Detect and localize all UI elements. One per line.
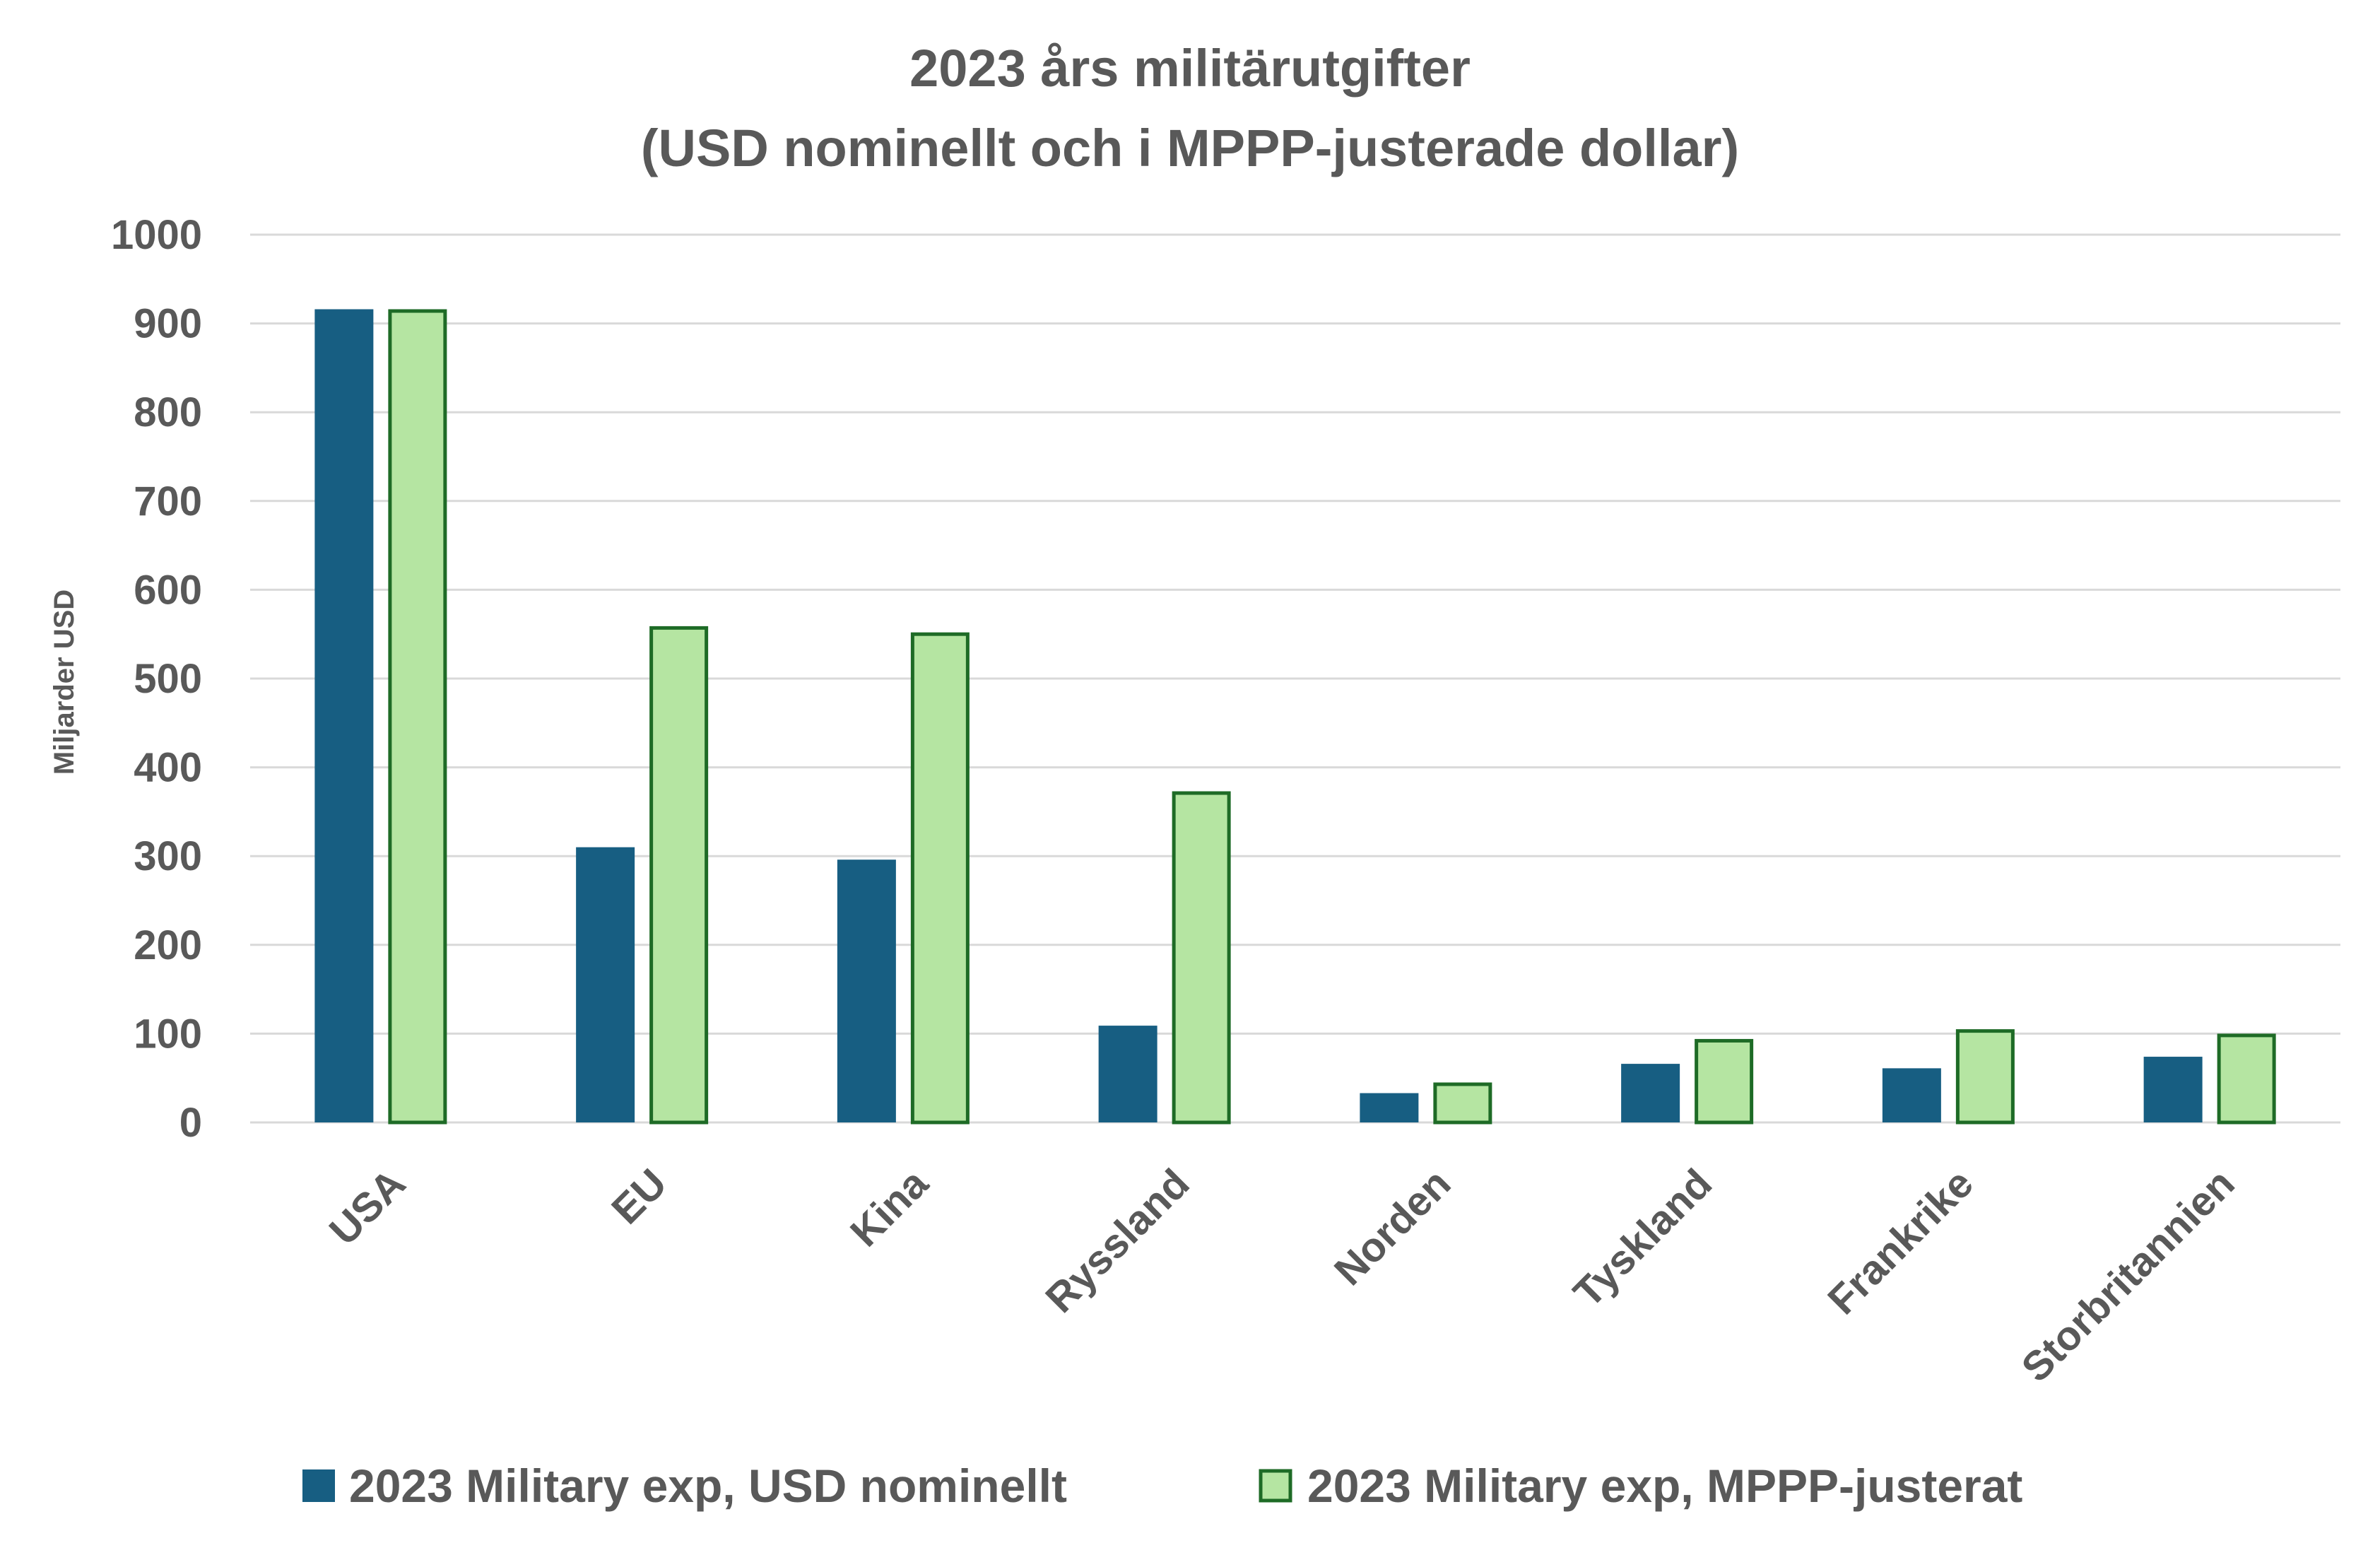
y-tick-label: 200 [134, 922, 202, 968]
y-axis-ticks: 0 100 200 300 400 500 600 700 800 900 1000 [111, 212, 202, 1146]
y-tick-label: 600 [134, 567, 202, 613]
y-tick-label: 0 [179, 1100, 202, 1146]
y-tick-label: 1000 [111, 212, 202, 258]
legend-item-mppp[interactable]: 2023 Military exp, MPPP-justerat [1259, 1460, 2022, 1512]
x-tick-label: Ryssland [1037, 1161, 1198, 1322]
y-axis-title: Miljarder USD [49, 589, 80, 775]
bar-nominal-norden [1360, 1093, 1419, 1122]
bar-mppp-frankrike [1955, 1029, 2015, 1125]
x-tick-label: Frankrike [1819, 1161, 1982, 1324]
y-tick-label: 100 [134, 1011, 202, 1057]
chart-title-line-1: 2023 års militärutgifter [909, 39, 1471, 98]
bar-mppp-norden [1433, 1082, 1492, 1125]
bar-mppp-tyskland [1695, 1038, 1754, 1125]
y-tick-label: 300 [134, 833, 202, 879]
bar-nominal-tyskland [1621, 1064, 1680, 1122]
y-tick-label: 700 [134, 479, 202, 524]
legend-item-nominal[interactable]: 2023 Military exp, USD nominellt [302, 1460, 1067, 1512]
bars [314, 309, 2276, 1125]
bar-nominal-usa [314, 309, 374, 1122]
bar-mppp-ryssland [1172, 791, 1231, 1125]
x-tick-label: Tyskland [1565, 1161, 1721, 1317]
bar-nominal-eu [576, 847, 635, 1122]
bar-mppp-storbritannien [2217, 1033, 2276, 1125]
bar-mppp-eu [649, 626, 709, 1125]
y-tick-label: 500 [134, 656, 202, 702]
legend-swatch-mppp [1259, 1469, 1292, 1503]
x-tick-label: USA [321, 1161, 415, 1255]
legend-swatch-nominal [302, 1469, 335, 1502]
gridlines [250, 233, 2340, 1124]
chart-title-line-2: (USD nominellt och i MPPP-justerade doll… [641, 119, 1739, 177]
legend: 2023 Military exp, USD nominellt 2023 Mi… [302, 1460, 2022, 1512]
x-tick-label: Kina [842, 1160, 937, 1255]
legend-label-mppp: 2023 Military exp, MPPP-justerat [1307, 1460, 2022, 1512]
x-tick-label: EU [603, 1161, 676, 1233]
x-tick-label: Storbritannien [2013, 1161, 2243, 1391]
bar-nominal-kina [837, 859, 896, 1122]
x-axis-ticks: USA EU Kina Ryssland Norden Tyskland Frankrike… [321, 1160, 2244, 1391]
y-tick-label: 800 [134, 389, 202, 435]
x-tick-label: Norden [1326, 1161, 1460, 1295]
y-tick-label: 400 [134, 745, 202, 791]
legend-label-nominal: 2023 Military exp, USD nominellt [349, 1460, 1067, 1512]
bar-nominal-storbritannien [2143, 1057, 2203, 1122]
y-tick-label: 900 [134, 301, 202, 347]
bar-mppp-usa [388, 309, 447, 1125]
chart-title: 2023 års militärutgifter (USD nominellt … [641, 39, 1739, 177]
bar-nominal-ryssland [1098, 1026, 1157, 1122]
bar-mppp-kina [910, 632, 970, 1125]
bar-nominal-frankrike [1882, 1068, 1941, 1122]
